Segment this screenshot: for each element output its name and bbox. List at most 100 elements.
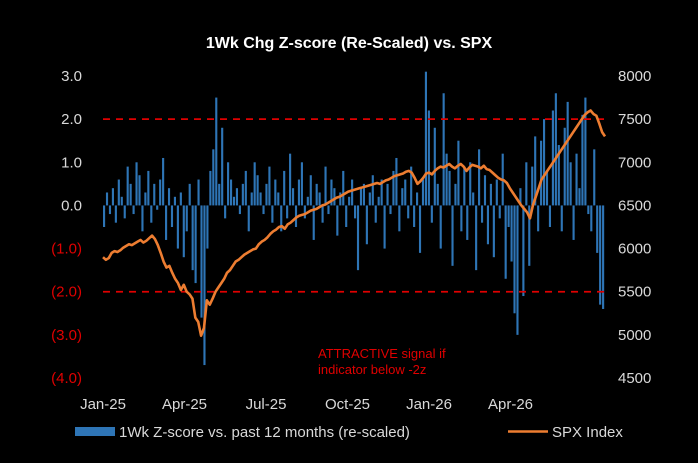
z-score-bar (354, 205, 357, 219)
z-score-bar (291, 188, 295, 206)
left-axis-tick-label: 0.0 (61, 197, 82, 214)
z-score-bar (215, 97, 218, 206)
z-score-bar (277, 192, 280, 206)
z-score-bar (569, 162, 572, 206)
z-score-bar (475, 205, 478, 271)
z-score-bar (238, 205, 241, 215)
left-axis-tick-label: 2.0 (61, 111, 82, 128)
left-axis-tick-label: 1.0 (61, 154, 82, 171)
z-score-bar (534, 136, 537, 206)
z-score-bar (144, 192, 147, 206)
z-score-bar (548, 205, 552, 227)
z-score-bar (117, 179, 120, 206)
left-axis-tick-label: (1.0) (51, 241, 82, 258)
z-score-bar (404, 179, 407, 206)
z-score-bar (141, 205, 144, 232)
z-score-bar (377, 196, 380, 206)
z-score-bar (602, 205, 605, 309)
z-score-bar (339, 192, 342, 206)
z-score-bar (345, 205, 348, 227)
z-score-bar (342, 170, 345, 206)
z-score-bar (359, 188, 363, 206)
z-score-bar (221, 127, 224, 206)
z-score-bar (525, 162, 528, 206)
x-axis-ticks: Jan-25 Apr-25 Jul-25 Oct-25 Jan-26 Apr-26 (80, 396, 533, 413)
z-score-bar (159, 179, 162, 206)
x-axis-tick-label: Oct-25 (325, 396, 370, 413)
z-score-bar (318, 192, 321, 206)
z-score-bar (383, 205, 386, 249)
z-score-bar (303, 205, 306, 219)
z-score-bar (356, 205, 360, 271)
z-score-bar (448, 170, 451, 206)
z-score-bar (327, 205, 330, 215)
z-score-bar (510, 205, 513, 262)
z-score-bar (489, 183, 492, 206)
z-score-bar (333, 188, 336, 206)
z-score-bar (413, 205, 416, 227)
z-score-bar (563, 127, 566, 206)
z-score-bar (348, 196, 351, 206)
z-score-bar (324, 166, 327, 206)
z-score-bar (165, 205, 168, 240)
right-axis-ticks: 8000 7500 7000 6500 6000 5500 5000 4500 (618, 68, 651, 387)
z-score-bar (436, 183, 439, 206)
z-score-bar (590, 205, 593, 232)
right-axis-tick-label: 5000 (618, 327, 651, 344)
z-score-bar (111, 188, 114, 206)
legend: 1Wk Z-score vs. past 12 months (re-scale… (75, 424, 623, 441)
z-score-bar (300, 162, 303, 206)
z-score-bars (103, 71, 605, 366)
x-axis-tick-label: Apr-25 (162, 396, 207, 413)
z-score-bar (575, 153, 578, 206)
z-score-bar (537, 205, 540, 232)
z-score-bar (460, 205, 463, 232)
z-score-bar (395, 157, 398, 206)
z-score-bar (297, 179, 301, 206)
z-score-bar (286, 205, 289, 219)
z-score-bar (504, 205, 507, 279)
z-score-bar (244, 170, 247, 206)
legend-label-z-score: 1Wk Z-score vs. past 12 months (re-scale… (119, 424, 410, 441)
z-score-bar (132, 205, 135, 215)
z-score-bar (418, 205, 422, 253)
z-score-bar (421, 179, 425, 206)
z-score-bar (519, 188, 522, 206)
right-axis-tick-label: 8000 (618, 68, 651, 85)
left-axis-tick-label: (4.0) (51, 370, 82, 387)
z-score-bar (480, 205, 484, 223)
z-score-bar (424, 71, 427, 206)
right-axis-tick-label: 7000 (618, 154, 651, 171)
z-score-bar (114, 205, 117, 223)
z-score-bar (554, 93, 557, 206)
z-score-bar (147, 170, 150, 206)
legend-label-spx: SPX Index (552, 424, 623, 441)
z-score-bar (253, 162, 256, 206)
z-score-bar (126, 166, 129, 206)
z-score-bar (587, 205, 590, 215)
z-score-bar (584, 97, 587, 206)
z-score-bar (336, 205, 339, 236)
z-score-bar (483, 175, 487, 206)
z-score-bar (469, 162, 472, 206)
z-score-bar (185, 205, 188, 232)
z-score-bar (167, 188, 171, 206)
z-score-bar (531, 166, 534, 206)
z-score-bar (486, 205, 490, 245)
z-score-bar (593, 149, 596, 206)
z-score-bar (557, 145, 560, 206)
z-score-bar (268, 166, 271, 206)
z-score-bar (596, 205, 599, 253)
z-score-bar (176, 205, 179, 249)
z-score-bar (371, 175, 374, 206)
z-score-bar (599, 205, 602, 305)
z-score-bar (578, 188, 581, 206)
z-score-bar (374, 205, 377, 223)
z-score-bar (197, 179, 200, 206)
left-axis-tick-label: (2.0) (51, 284, 82, 301)
z-score-bar (229, 179, 233, 206)
z-score-bar (247, 205, 250, 232)
z-score-bar (218, 183, 221, 206)
z-score-bar (410, 166, 413, 206)
